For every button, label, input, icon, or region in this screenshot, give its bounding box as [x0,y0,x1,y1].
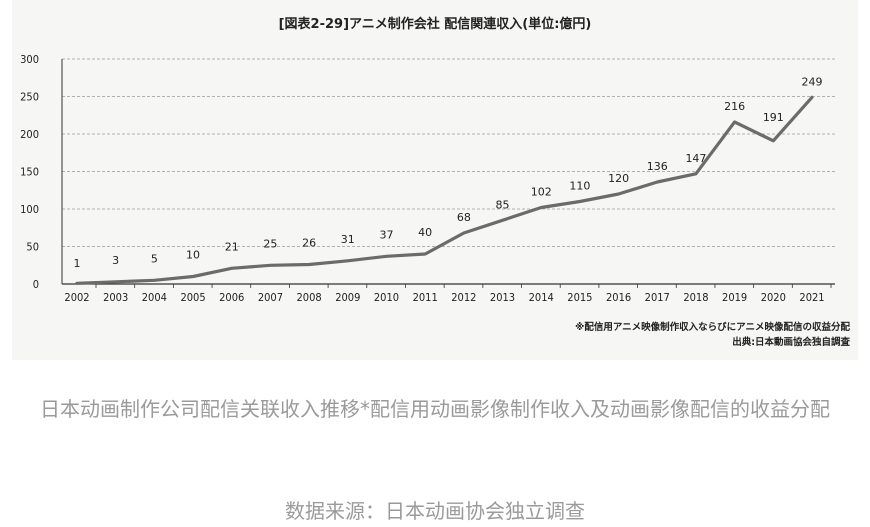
x-tick-label: 2010 [374,291,399,304]
data-label: 191 [763,111,784,124]
series-line-group [75,95,814,285]
data-label: 5 [151,252,158,265]
x-tick-label: 2007 [258,291,283,304]
footnote: ※配信用アニメ映像制作収入ならびにアニメ映像配信の収益分配 [575,321,850,333]
data-label: 102 [531,186,552,199]
y-tick-label: 150 [20,166,39,179]
data-label: 40 [418,226,432,239]
y-tick-label: 50 [26,241,39,254]
grid-lines [62,58,835,247]
y-tick-label: 300 [20,53,39,66]
data-label: 249 [802,75,823,88]
x-tick-label: 2018 [683,291,708,304]
x-tick-label: 2019 [722,291,747,304]
x-tick-label: 2005 [180,291,205,304]
figure-source: 数据来源：日本动画协会独立调查 [285,499,585,523]
y-tick-label: 200 [20,128,39,141]
data-label: 120 [608,172,629,185]
data-label: 216 [724,100,745,113]
data-label: 26 [302,237,316,250]
x-tick-label: 2012 [451,291,476,304]
x-tick-label: 2003 [103,291,128,304]
x-tick-label: 2013 [490,291,515,304]
data-label: 25 [263,237,277,250]
data-labels: 1 3 5 10 21 25 26 31 37 40 68 85 102 110 120 136 147 216 1… [74,75,823,270]
x-tick-label: 2006 [219,291,244,304]
data-label: 37 [379,228,393,241]
data-label: 147 [685,152,706,165]
x-tick-label: 2021 [799,291,824,304]
x-tick-label: 2020 [761,291,786,304]
data-label: 85 [496,198,510,211]
x-tick-label: 2014 [529,291,554,304]
x-tick-label: 2004 [142,291,167,304]
x-tick-label: 2008 [297,291,322,304]
x-tick-label: 2017 [645,291,670,304]
x-tick-label: 2015 [567,291,592,304]
y-tick-label: 100 [20,203,39,216]
x-tick-label: 2016 [606,291,631,304]
y-axis: 0 50 100 150 200 250 300 [20,53,63,291]
data-label: 136 [647,160,668,173]
data-label: 21 [225,240,239,253]
data-label: 31 [341,233,355,246]
y-tick-label: 0 [33,278,39,291]
data-label: 68 [457,211,471,224]
chart-title: [図表2-29]アニメ制作会社 配信関連収入(単位:億円) [279,16,592,32]
x-axis: 2002 2003 2004 2005 2006 2007 2008 2009 2010 2011… [62,283,835,304]
data-label: 3 [112,254,119,267]
data-label: 10 [186,249,200,262]
line-chart: [図表2-29]アニメ制作会社 配信関連収入(単位:億円) 0 50 100 150 2… [20,16,850,348]
x-tick-label: 2002 [64,291,89,304]
x-tick-label: 2009 [335,291,360,304]
data-label: 1 [74,257,81,270]
y-tick-label: 250 [20,91,39,104]
x-tick-label: 2011 [413,291,438,304]
figure-caption: 日本动画制作公司配信关联收入推移*配信用动画影像制作收入及动画影像配信的收益分配 [40,397,830,421]
data-label: 110 [569,180,590,193]
source-note: 出典:日本動画協会独自調査 [732,336,850,348]
chart-panel: [図表2-29]アニメ制作会社 配信関連収入(単位:億円) 0 50 100 150 2… [12,0,858,360]
series-line [75,95,814,285]
